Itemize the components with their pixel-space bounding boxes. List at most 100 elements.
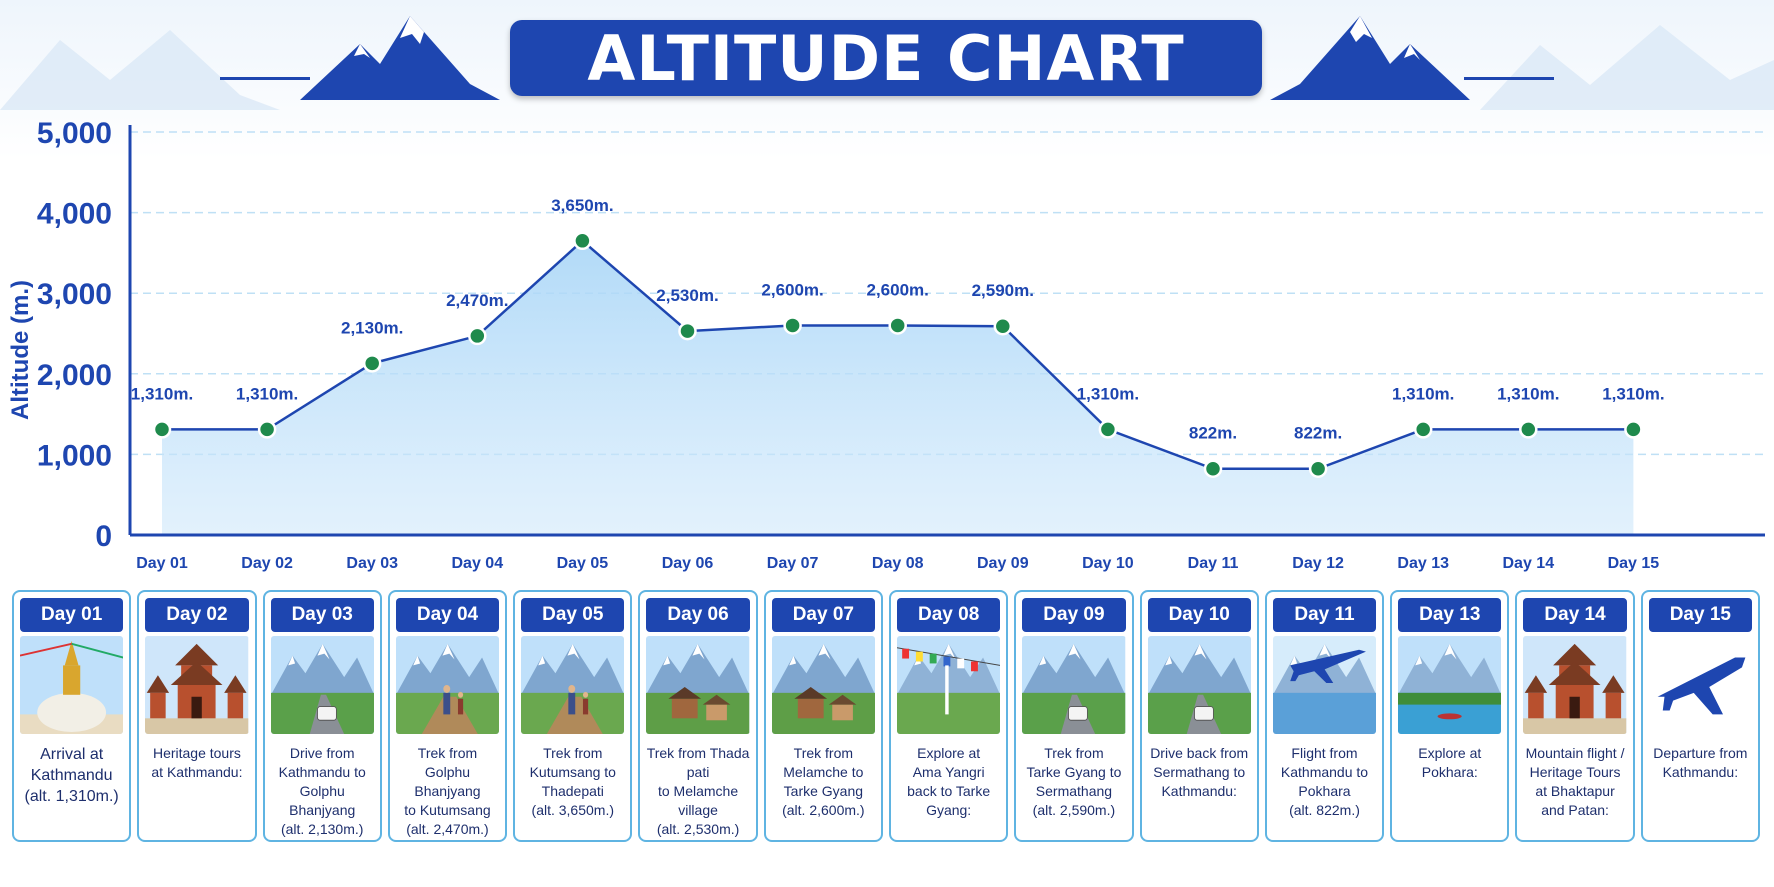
data-point xyxy=(1098,420,1118,439)
plane-mtn-illustration xyxy=(1272,636,1377,734)
x-tick-label: Day 10 xyxy=(1082,555,1134,572)
day-card-title: Day 03 xyxy=(270,598,374,632)
day-card-title: Day 13 xyxy=(1398,598,1502,632)
data-label: 1,310m. xyxy=(1392,384,1454,403)
day-card: Day 01 Arrival at Kathmandu (alt. 1,310m.… xyxy=(12,590,132,842)
x-tick-label: Day 03 xyxy=(346,555,398,572)
day-card-description: Explore at Ama Yangri back to Tarke Gyan… xyxy=(907,745,991,818)
title-left-line xyxy=(220,77,310,80)
data-point xyxy=(573,231,592,251)
day-card-title: Day 11 xyxy=(1272,598,1377,632)
day-card-title: Day 01 xyxy=(20,598,124,632)
trek-illustration xyxy=(395,636,500,734)
day-card-description: Trek from Golphu Bhanjyang to Kutumsang … xyxy=(404,745,491,837)
x-tick-label: Day 05 xyxy=(557,555,609,572)
data-point xyxy=(1203,459,1223,478)
flags-illustration xyxy=(897,636,1001,734)
day-card-title: Day 15 xyxy=(1648,598,1752,632)
data-point xyxy=(1413,420,1433,439)
day-card: Day 06 Trek from Thada pati to Melamche v… xyxy=(638,590,758,842)
data-label: 2,600m. xyxy=(867,280,929,299)
road-illustration xyxy=(1022,636,1126,734)
y-tick-label: 5,000 xyxy=(37,117,112,150)
data-point xyxy=(678,321,697,341)
data-point xyxy=(783,316,802,335)
x-tick-label: Day 06 xyxy=(662,555,714,572)
data-point xyxy=(888,316,907,335)
day-card: Day 09 Trek from Tarke Gyang to Sermathan… xyxy=(1014,590,1134,842)
area-fill xyxy=(162,240,1634,535)
x-tick-label: Day 01 xyxy=(136,555,188,572)
data-label: 2,600m. xyxy=(761,280,823,299)
temple-illustration xyxy=(145,636,249,734)
altitude-line-chart: 0 1,000 2,000 3,000 4,000 5,000 Altitude (m.) 1… xyxy=(7,117,1765,572)
x-tick-label: Day 02 xyxy=(241,555,293,572)
village-illustration xyxy=(646,636,750,734)
day-card-title: Day 02 xyxy=(145,598,249,632)
data-label: 2,470m. xyxy=(446,291,508,310)
data-label: 2,590m. xyxy=(972,281,1034,300)
day-card-title: Day 09 xyxy=(1022,598,1126,632)
day-card: Day 03 Drive from Kathmandu to Golphu Bha… xyxy=(262,590,382,842)
day-card-title: Day 10 xyxy=(1147,598,1251,632)
day-card-description: Drive from Kathmandu to Golphu Bhanjyang… xyxy=(278,745,366,837)
x-tick-label: Day 14 xyxy=(1503,555,1555,572)
data-point xyxy=(1308,459,1328,478)
mountain-right-icon xyxy=(1270,16,1470,100)
y-tick-label: 2,000 xyxy=(37,359,112,392)
background-mountains xyxy=(0,25,1774,110)
day-card-description: Departure from Kathmandu: xyxy=(1653,745,1748,780)
data-point xyxy=(468,326,487,346)
day-card-description: Trek from Kutumsang to Thadepati (alt. 3… xyxy=(529,745,616,818)
title-banner: ALTITUDE CHART xyxy=(510,20,1262,96)
day-card-title: Day 08 xyxy=(897,598,1001,632)
day-card: Day 13 Explore at Pokhara: xyxy=(1390,590,1510,842)
x-tick-label: Day 04 xyxy=(452,555,504,572)
day-card-title: Day 14 xyxy=(1523,598,1627,632)
x-tick-label: Day 13 xyxy=(1397,555,1449,572)
day-card-description: Trek from Thada pati to Melamche village… xyxy=(646,745,750,837)
data-point xyxy=(1519,420,1538,439)
plane-illustration xyxy=(1648,636,1752,734)
data-point xyxy=(257,420,277,439)
day-card: Day 15 Departure from Kathmandu: xyxy=(1640,590,1760,842)
day-card-description: Explore at Pokhara: xyxy=(1418,745,1482,780)
x-tick-label: Day 15 xyxy=(1608,555,1660,572)
x-tick-label: Day 07 xyxy=(767,555,819,572)
data-point xyxy=(1624,420,1643,439)
data-label: 822m. xyxy=(1189,424,1237,443)
data-point xyxy=(362,354,382,373)
lake-illustration xyxy=(1398,636,1502,734)
day-card-title: Day 06 xyxy=(646,598,750,632)
y-tick-label: 0 xyxy=(95,520,112,553)
road-illustration xyxy=(1147,636,1251,734)
day-card-title: Day 05 xyxy=(521,598,625,632)
data-label: 1,310m. xyxy=(236,384,298,403)
day-card: Day 08 Explore at Ama Yangri back to Tark… xyxy=(889,590,1009,842)
y-tick-label: 1,000 xyxy=(37,439,112,472)
x-tick-label: Day 11 xyxy=(1188,555,1239,572)
temple-illustration xyxy=(1523,636,1627,734)
data-point xyxy=(152,420,172,439)
day-card: Day 14 Mountain flight / Heritage Tours a… xyxy=(1515,590,1635,842)
day-card: Day 10 Drive back from Sermathang to Kath… xyxy=(1139,590,1259,842)
x-tick-label: Day 08 xyxy=(872,555,924,572)
y-tick-label: 4,000 xyxy=(37,198,112,231)
data-label: 1,310m. xyxy=(1077,384,1139,403)
day-card-description: Trek from Tarke Gyang to Sermathang (alt… xyxy=(1026,745,1122,818)
day-card: Day 04 Trek from Golphu Bhanjyang to Kutu… xyxy=(387,590,508,842)
day-card: Day 07 Trek from Melamche to Tarke Gyang … xyxy=(763,590,883,842)
day-card-description: Heritage tours at Kathmandu: xyxy=(151,745,243,780)
data-label: 1,310m. xyxy=(1497,384,1559,403)
day-card-description: Arrival at Kathmandu (alt. 1,310m.) xyxy=(24,746,119,805)
road-illustration xyxy=(270,636,374,734)
village-illustration xyxy=(771,636,875,734)
day-card-description: Drive back from Sermathang to Kathmandu: xyxy=(1150,745,1249,799)
day-card-description: Trek from Melamche to Tarke Gyang (alt. … xyxy=(782,745,865,818)
mountain-left-icon xyxy=(300,16,500,100)
day-card-title: Day 04 xyxy=(395,598,500,632)
x-tick-label: Day 09 xyxy=(977,555,1029,572)
day-card-description: Flight from Kathmandu to Pokhara (alt. 8… xyxy=(1280,745,1369,818)
data-point xyxy=(993,316,1013,336)
data-label: 1,310m. xyxy=(131,384,193,403)
